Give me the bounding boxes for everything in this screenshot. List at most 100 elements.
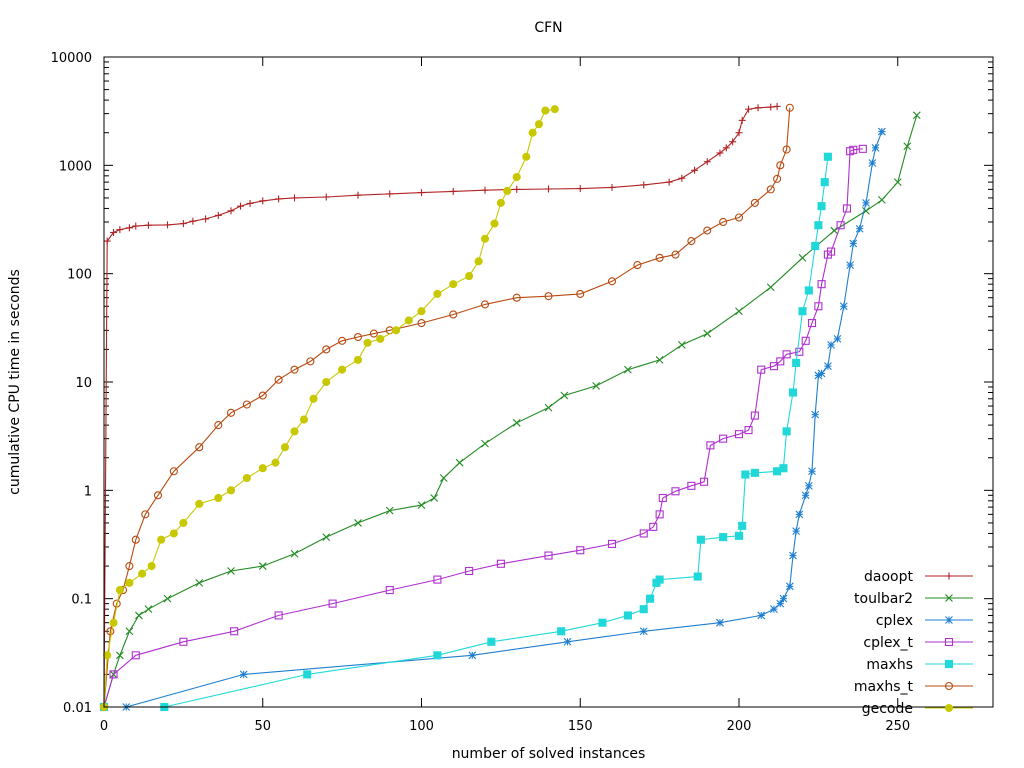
data-point — [817, 369, 826, 378]
data-point — [490, 219, 499, 228]
data-point — [512, 172, 521, 182]
data-point — [639, 627, 648, 636]
data-point — [801, 491, 810, 500]
data-point — [259, 197, 267, 205]
data-point — [903, 142, 912, 151]
data-point — [465, 272, 474, 281]
data-point — [750, 468, 759, 477]
data-point — [138, 569, 147, 578]
data-point — [545, 185, 552, 193]
data-point — [299, 415, 309, 424]
data-point — [353, 332, 363, 342]
data-point — [623, 365, 632, 374]
y-tick-label: 100 — [67, 268, 92, 283]
data-point — [449, 310, 458, 319]
data-point — [455, 458, 464, 467]
data-point — [801, 336, 810, 345]
y-tick-label: 10000 — [51, 51, 92, 66]
data-point — [385, 506, 394, 515]
legend-label: cplex — [876, 613, 913, 629]
data-point — [722, 144, 730, 152]
data-point — [945, 594, 953, 602]
data-point — [576, 185, 584, 193]
legend-label: maxhs_t — [854, 679, 914, 695]
data-point — [417, 319, 426, 328]
data-point — [827, 341, 835, 349]
data-point — [824, 362, 832, 371]
data-point — [131, 651, 140, 660]
data-point — [258, 562, 267, 570]
data-point — [449, 187, 457, 195]
x-tick-label: 50 — [254, 719, 271, 734]
data-point — [687, 237, 696, 246]
y-tick-label: 1000 — [59, 159, 92, 174]
data-point — [512, 293, 521, 302]
data-point — [849, 145, 858, 154]
data-point — [817, 202, 826, 211]
data-point — [871, 143, 880, 152]
data-point — [202, 215, 210, 223]
data-point — [563, 637, 572, 646]
data-point — [646, 594, 655, 603]
data-point — [135, 611, 143, 620]
y-tick-label: 1 — [84, 484, 92, 499]
data-point — [804, 481, 813, 490]
data-point — [811, 241, 820, 251]
legend-item-gecode: gecode — [862, 701, 973, 717]
data-point — [691, 166, 699, 174]
data-point — [131, 535, 140, 544]
x-tick-label: 0 — [100, 719, 108, 734]
data-point — [280, 443, 290, 452]
data-point — [734, 430, 744, 439]
data-point — [734, 531, 744, 540]
data-point — [655, 510, 664, 519]
data-point — [544, 551, 553, 560]
data-point — [487, 637, 496, 646]
series-line — [104, 131, 883, 708]
data-point — [163, 594, 172, 603]
data-point — [944, 637, 954, 647]
data-point — [779, 464, 788, 473]
data-point — [738, 116, 746, 124]
data-point — [671, 487, 680, 496]
data-point — [623, 611, 632, 620]
data-point — [125, 627, 134, 636]
data-point — [687, 481, 696, 490]
data-point — [745, 105, 753, 113]
data-point — [703, 329, 712, 338]
series-cplex-t — [99, 144, 867, 712]
x-tick-label: 250 — [885, 719, 910, 734]
data-point — [696, 535, 705, 544]
data-point — [576, 289, 585, 298]
data-point — [109, 618, 118, 627]
data-point — [195, 443, 204, 452]
data-point — [474, 257, 483, 266]
data-point — [468, 651, 477, 660]
data-point — [557, 627, 566, 636]
data-point — [106, 627, 115, 636]
data-point — [430, 494, 439, 502]
legend-label: daoopt — [864, 569, 913, 585]
data-point — [849, 239, 858, 248]
data-point — [242, 473, 251, 483]
data-point — [827, 247, 836, 256]
series-line — [103, 115, 918, 708]
data-point — [258, 391, 267, 400]
data-point — [258, 464, 267, 473]
data-point — [770, 605, 778, 614]
data-point — [385, 586, 394, 595]
data-point — [125, 224, 133, 232]
x-tick-label: 200 — [727, 719, 752, 734]
data-point — [274, 375, 283, 384]
tick-layer: 0.01 0.1 1 10 100 1000 10000 0 50 100 150 200 250 — [51, 51, 993, 734]
data-point — [433, 289, 442, 298]
data-point — [328, 599, 337, 608]
data-point — [239, 670, 248, 679]
data-point — [290, 549, 299, 558]
data-point — [433, 651, 442, 660]
data-point — [795, 510, 804, 519]
data-point — [945, 572, 953, 580]
data-point — [744, 426, 753, 435]
data-point — [846, 261, 855, 269]
data-point — [944, 703, 954, 713]
